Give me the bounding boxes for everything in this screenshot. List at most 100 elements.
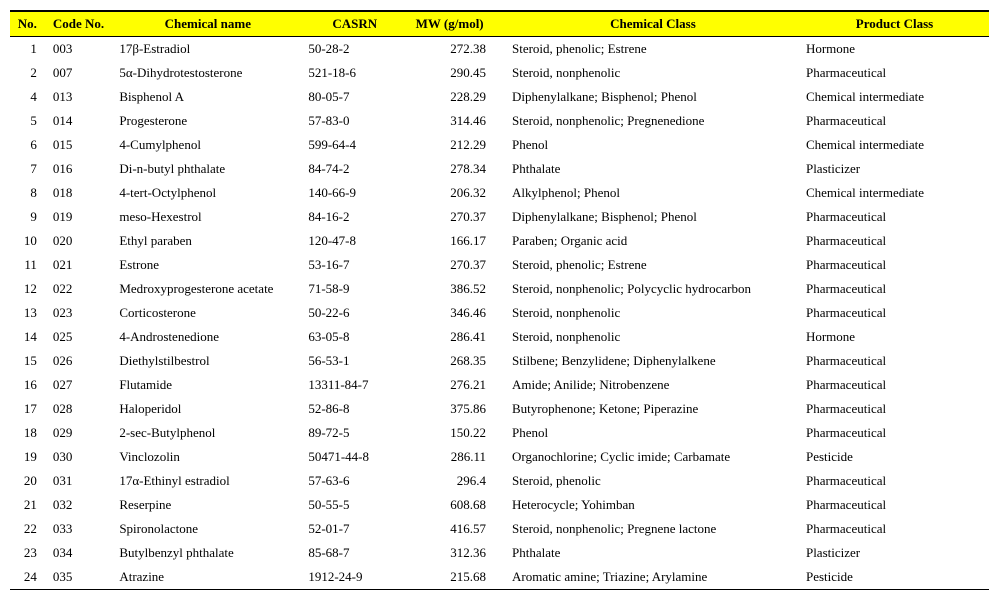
cell-mw: 386.52 <box>407 277 506 301</box>
cell-product: Pharmaceutical <box>800 469 989 493</box>
cell-chemclass: Butyrophenone; Ketone; Piperazine <box>506 397 800 421</box>
cell-name: Bisphenol A <box>113 85 302 109</box>
cell-no: 14 <box>10 325 47 349</box>
cell-chemclass: Phthalate <box>506 541 800 565</box>
cell-product: Pharmaceutical <box>800 301 989 325</box>
cell-chemclass: Paraben; Organic acid <box>506 229 800 253</box>
cell-code: 027 <box>47 373 113 397</box>
cell-no: 9 <box>10 205 47 229</box>
table-row: 24035Atrazine1912-24-9215.68Aromatic ami… <box>10 565 989 590</box>
cell-no: 10 <box>10 229 47 253</box>
cell-product: Pesticide <box>800 565 989 590</box>
cell-name: Reserpine <box>113 493 302 517</box>
cell-name: Estrone <box>113 253 302 277</box>
table-row: 7016Di-n-butyl phthalate84-74-2278.34Pht… <box>10 157 989 181</box>
cell-chemclass: Stilbene; Benzylidene; Diphenylalkene <box>506 349 800 373</box>
cell-chemclass: Steroid, nonphenolic; Pregnenedione <box>506 109 800 133</box>
table-row: 5014Progesterone57-83-0314.46Steroid, no… <box>10 109 989 133</box>
cell-mw: 314.46 <box>407 109 506 133</box>
table-row: 22033Spironolactone52-01-7416.57Steroid,… <box>10 517 989 541</box>
cell-product: Pharmaceutical <box>800 109 989 133</box>
cell-no: 18 <box>10 421 47 445</box>
cell-name: 4-Androstenedione <box>113 325 302 349</box>
cell-mw: 278.34 <box>407 157 506 181</box>
cell-name: Corticosterone <box>113 301 302 325</box>
cell-chemclass: Steroid, nonphenolic <box>506 325 800 349</box>
cell-casrn: 84-74-2 <box>302 157 407 181</box>
header-mw: MW (g/mol) <box>407 11 506 37</box>
cell-code: 029 <box>47 421 113 445</box>
cell-code: 015 <box>47 133 113 157</box>
cell-no: 13 <box>10 301 47 325</box>
cell-mw: 228.29 <box>407 85 506 109</box>
cell-mw: 215.68 <box>407 565 506 590</box>
cell-name: Progesterone <box>113 109 302 133</box>
cell-code: 028 <box>47 397 113 421</box>
cell-no: 1 <box>10 37 47 62</box>
cell-no: 19 <box>10 445 47 469</box>
cell-name: Atrazine <box>113 565 302 590</box>
cell-no: 6 <box>10 133 47 157</box>
cell-code: 014 <box>47 109 113 133</box>
cell-casrn: 1912-24-9 <box>302 565 407 590</box>
cell-no: 2 <box>10 61 47 85</box>
cell-no: 21 <box>10 493 47 517</box>
cell-casrn: 57-63-6 <box>302 469 407 493</box>
table-row: 100317β-Estradiol50-28-2272.38Steroid, p… <box>10 37 989 62</box>
cell-no: 7 <box>10 157 47 181</box>
cell-casrn: 57-83-0 <box>302 109 407 133</box>
table-row: 21032Reserpine50-55-5608.68Heterocycle; … <box>10 493 989 517</box>
cell-product: Plasticizer <box>800 157 989 181</box>
cell-name: Diethylstilbestrol <box>113 349 302 373</box>
cell-code: 022 <box>47 277 113 301</box>
cell-no: 23 <box>10 541 47 565</box>
cell-chemclass: Diphenylalkane; Bisphenol; Phenol <box>506 205 800 229</box>
cell-no: 11 <box>10 253 47 277</box>
cell-chemclass: Aromatic amine; Triazine; Arylamine <box>506 565 800 590</box>
cell-casrn: 85-68-7 <box>302 541 407 565</box>
cell-name: Medroxyprogesterone acetate <box>113 277 302 301</box>
cell-chemclass: Steroid, nonphenolic; Polycyclic hydroca… <box>506 277 800 301</box>
table-row: 23034Butylbenzyl phthalate85-68-7312.36P… <box>10 541 989 565</box>
cell-casrn: 71-58-9 <box>302 277 407 301</box>
cell-mw: 375.86 <box>407 397 506 421</box>
cell-mw: 212.29 <box>407 133 506 157</box>
cell-chemclass: Steroid, nonphenolic <box>506 61 800 85</box>
cell-product: Pharmaceutical <box>800 205 989 229</box>
cell-code: 013 <box>47 85 113 109</box>
cell-mw: 270.37 <box>407 253 506 277</box>
cell-product: Pharmaceutical <box>800 421 989 445</box>
cell-product: Pharmaceutical <box>800 253 989 277</box>
cell-chemclass: Steroid, phenolic <box>506 469 800 493</box>
cell-code: 025 <box>47 325 113 349</box>
cell-no: 4 <box>10 85 47 109</box>
cell-code: 003 <box>47 37 113 62</box>
header-name: Chemical name <box>113 11 302 37</box>
cell-chemclass: Steroid, phenolic; Estrene <box>506 37 800 62</box>
cell-product: Pharmaceutical <box>800 397 989 421</box>
cell-no: 22 <box>10 517 47 541</box>
cell-mw: 286.41 <box>407 325 506 349</box>
cell-casrn: 56-53-1 <box>302 349 407 373</box>
cell-casrn: 84-16-2 <box>302 205 407 229</box>
table-row: 16027Flutamide13311-84-7276.21Amide; Ani… <box>10 373 989 397</box>
cell-code: 018 <box>47 181 113 205</box>
cell-casrn: 52-86-8 <box>302 397 407 421</box>
cell-product: Pesticide <box>800 445 989 469</box>
table-row: 180292-sec-Butylphenol89-72-5150.22Pheno… <box>10 421 989 445</box>
cell-product: Pharmaceutical <box>800 61 989 85</box>
cell-product: Chemical intermediate <box>800 133 989 157</box>
cell-mw: 290.45 <box>407 61 506 85</box>
cell-name: Vinclozolin <box>113 445 302 469</box>
cell-product: Pharmaceutical <box>800 277 989 301</box>
cell-casrn: 13311-84-7 <box>302 373 407 397</box>
cell-mw: 166.17 <box>407 229 506 253</box>
cell-mw: 312.36 <box>407 541 506 565</box>
cell-code: 034 <box>47 541 113 565</box>
cell-casrn: 599-64-4 <box>302 133 407 157</box>
cell-casrn: 140-66-9 <box>302 181 407 205</box>
cell-product: Pharmaceutical <box>800 229 989 253</box>
cell-product: Chemical intermediate <box>800 85 989 109</box>
table-row: 2003117α-Ethinyl estradiol57-63-6296.4St… <box>10 469 989 493</box>
cell-casrn: 52-01-7 <box>302 517 407 541</box>
